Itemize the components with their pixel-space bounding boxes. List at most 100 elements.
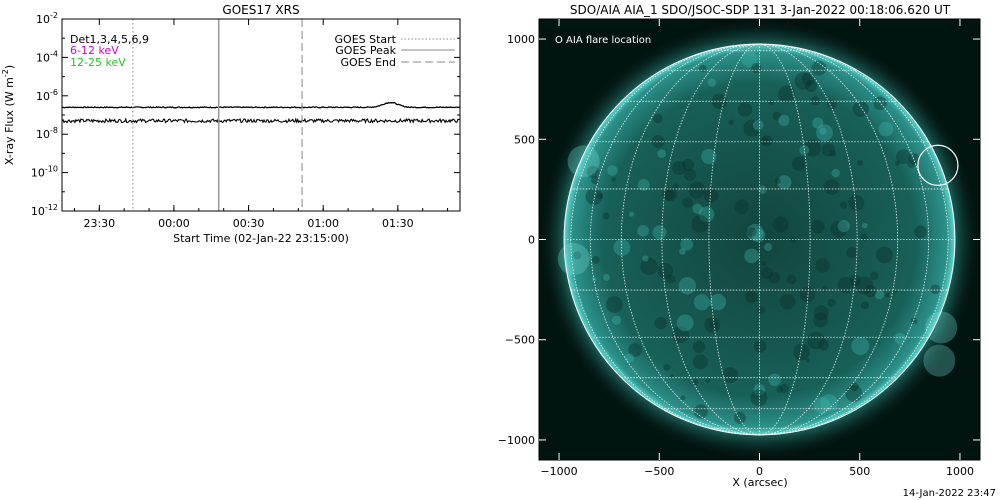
grid-longitude-line <box>759 43 899 436</box>
sun-texture-spot <box>873 96 887 110</box>
sun-texture-spot <box>611 315 622 325</box>
legend-goes-end: GOES End <box>340 56 396 69</box>
sun-texture-spot <box>752 120 764 131</box>
sun-texture-spot <box>810 96 820 106</box>
sun-texture-spot <box>813 305 829 321</box>
grid-longitude-line <box>661 43 760 436</box>
goes-y-tick-base: 10 <box>31 205 45 218</box>
sun-texture-spot <box>827 298 836 307</box>
footer-timestamp: 14-Jan-2022 23:47 <box>903 488 996 499</box>
sun-texture-spot <box>662 188 675 201</box>
goes-x-tick-label: 01:30 <box>382 217 414 230</box>
goes-channel-legend: Det1,3,4,5,6,9 6-12 keV 12-25 keV <box>70 33 149 69</box>
grid-longitude-line <box>759 43 811 436</box>
sun-texture-spot <box>602 212 610 220</box>
sun-texture-spot <box>657 262 674 279</box>
sun-texture-spot <box>672 183 679 190</box>
sun-active-region <box>567 145 600 178</box>
sun-texture-spot <box>691 215 709 233</box>
goes-y-tick-label: 10-6 <box>36 88 58 103</box>
aia-x-tick-label: 0 <box>756 465 763 478</box>
sun-active-region <box>925 311 958 344</box>
sun-texture-spot <box>679 248 686 255</box>
sun-texture-spot <box>663 187 678 202</box>
sun-texture-spot <box>837 219 850 233</box>
sun-texture-spot <box>652 225 667 240</box>
sun-texture-spot <box>611 177 617 183</box>
sun-texture-spot <box>857 159 863 166</box>
sun-texture-spot <box>803 139 821 157</box>
goes-x-tick-label: 00:00 <box>158 217 190 230</box>
sun-texture-spot <box>657 149 667 159</box>
legend-channel-12-25kev: 12-25 keV <box>70 56 126 69</box>
sun-texture-spot <box>791 156 807 171</box>
sun-texture-spot <box>676 314 694 332</box>
goes-y-axis-label: X-ray Flux (W m-2) <box>1 65 16 165</box>
sun-texture-spot <box>746 227 757 237</box>
goes-y-axis-label-end: ) <box>3 65 16 69</box>
grid-longitude-line <box>759 43 930 436</box>
sun-texture-spot <box>591 176 600 185</box>
sun-texture-spot <box>680 238 693 251</box>
sun-texture-spot <box>750 389 768 407</box>
sun-texture-spot <box>831 168 840 178</box>
legend-channel-det: Det1,3,4,5,6,9 <box>70 33 149 46</box>
goes-y-axis-label-sup: -2 <box>1 69 10 77</box>
sun-texture-spot <box>774 177 781 184</box>
sun-texture-spot <box>596 192 603 200</box>
sun-texture-spot <box>848 194 865 211</box>
sun-texture-spot <box>778 85 796 103</box>
sun-texture-spot <box>862 222 868 229</box>
sun-texture-spot <box>728 119 734 125</box>
sun-texture-spot <box>864 285 877 298</box>
sun-texture-spot <box>878 121 894 137</box>
sun-texture-spot <box>799 145 810 156</box>
goes-y-tick-exp: -8 <box>50 126 58 135</box>
sun-texture-spot <box>709 320 718 329</box>
legend-channel-6-12kev: 6-12 keV <box>70 44 119 57</box>
grid-longitude-line <box>759 43 949 436</box>
sun-texture-spot <box>894 332 906 345</box>
sun-texture-spot <box>711 93 728 110</box>
sun-texture-spot <box>907 159 916 168</box>
sun-texture-spot <box>683 168 697 181</box>
goes-y-tick-exp: -6 <box>50 88 58 97</box>
goes-y-tick-base: 10 <box>31 167 45 180</box>
goes-series-layer <box>62 101 460 125</box>
goes-x-tick-label: 23:30 <box>83 217 115 230</box>
sun-texture-spot <box>826 99 837 110</box>
sun-texture-spot <box>733 411 746 424</box>
sun-texture-spot <box>811 219 825 234</box>
sun-texture-spot <box>860 233 868 241</box>
goes-series-lower <box>62 117 460 125</box>
sun-texture-spot <box>745 290 758 303</box>
sun-texture-spot <box>663 364 671 371</box>
sun-texture-spot <box>591 256 600 264</box>
sun-texture-spot <box>757 306 766 315</box>
sun-texture-spot <box>819 127 827 135</box>
sun-texture-spot <box>914 225 927 239</box>
sun-texture-spot <box>651 134 665 149</box>
goes-y-tick-label: 10-8 <box>36 126 58 141</box>
sun-texture-spot <box>813 312 828 328</box>
aia-x-axis: −1000 −500 0 500 1000 <box>540 19 974 478</box>
sun-texture-spot <box>624 353 634 363</box>
grid-longitude-line <box>589 43 760 436</box>
sun-texture-spot <box>688 181 706 199</box>
sun-texture-spot <box>786 274 797 285</box>
sun-texture-spot <box>751 62 762 74</box>
sun-texture-spot <box>703 188 719 203</box>
sun-texture-spot <box>586 165 600 179</box>
sun-texture-spot <box>640 257 658 276</box>
sun-texture-spot <box>818 339 829 351</box>
sun-texture-spot <box>768 271 780 284</box>
aia-x-tick-label: −1000 <box>540 465 577 478</box>
sun-texture-spot <box>768 99 774 105</box>
goes-events-layer <box>132 19 303 211</box>
sun-texture-spot <box>705 377 711 383</box>
sun-texture-spot <box>777 175 792 190</box>
sun-texture-spot <box>722 367 739 384</box>
sun-texture-spot <box>896 149 911 165</box>
sun-texture-spot <box>758 185 767 194</box>
